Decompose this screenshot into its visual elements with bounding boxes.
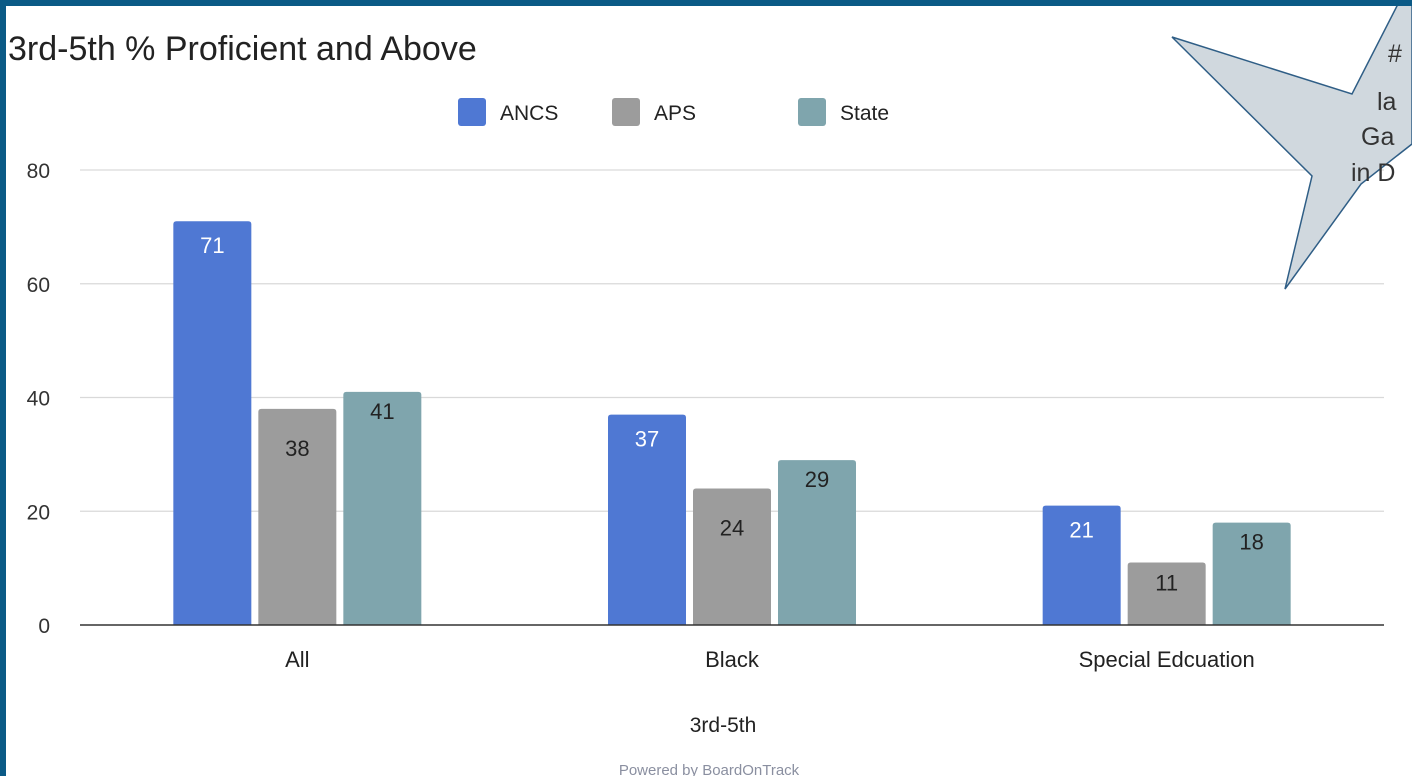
bar-aps-special-edcuation xyxy=(1127,562,1206,625)
star-shape xyxy=(1171,6,1412,290)
y-tick-label: 20 xyxy=(27,501,50,524)
x-tick-label: All xyxy=(285,647,309,672)
bar-ancs-black xyxy=(608,414,686,625)
y-tick-label: 80 xyxy=(27,160,50,183)
y-tick-label: 0 xyxy=(38,615,50,638)
slide: 71 38 41 37 24 29 21 11 18 0 20 40 60 80 All Black Spec… xyxy=(6,6,1412,776)
legend-label-ancs: ANCS xyxy=(500,102,558,125)
x-tick-label: Black xyxy=(705,647,760,672)
y-tick-label: 60 xyxy=(27,274,50,297)
bar-state-special-edcuation xyxy=(1212,522,1291,625)
bar-state-black xyxy=(778,460,856,625)
bar-ancs-special-edcuation xyxy=(1042,505,1121,625)
x-tick-label: Special Edcuation xyxy=(1079,647,1255,672)
data-label-ancs: 21 xyxy=(1069,518,1093,543)
legend-swatch-aps xyxy=(612,98,640,126)
data-label-aps: 24 xyxy=(720,516,744,541)
bar-state-all xyxy=(343,391,422,625)
chart-title: 3rd-5th % Proficient and Above xyxy=(8,30,477,68)
bar-ancs-all xyxy=(173,221,252,625)
bar-chart: 71 38 41 37 24 29 21 11 18 0 20 40 60 80 All Black Spec… xyxy=(8,6,1412,737)
star-callout: # la Ga in D xyxy=(1171,6,1412,290)
data-label-ancs: 37 xyxy=(635,427,659,452)
legend-swatch-ancs xyxy=(458,98,486,126)
bar-aps-black xyxy=(693,488,771,625)
callout-text-line-1: # xyxy=(1388,40,1402,68)
data-label-state: 18 xyxy=(1239,530,1263,555)
callout-text-line-3: Ga xyxy=(1361,123,1394,151)
bar-aps-all xyxy=(258,408,337,625)
data-label-state: 29 xyxy=(805,467,829,492)
legend-swatch-state xyxy=(798,98,826,126)
data-label-aps: 11 xyxy=(1155,570,1178,595)
footer-credit: Powered by BoardOnTrack xyxy=(618,762,800,776)
legend-label-aps: APS xyxy=(654,102,696,125)
callout-text-line-4: in D xyxy=(1351,159,1395,187)
callout-text-line-2: la xyxy=(1377,88,1397,116)
data-label-aps: 38 xyxy=(285,436,309,461)
data-label-state: 41 xyxy=(370,399,394,424)
y-tick-label: 40 xyxy=(27,388,50,411)
data-label-ancs: 71 xyxy=(200,233,224,258)
x-axis-title: 3rd-5th xyxy=(690,714,757,737)
legend-label-state: State xyxy=(840,102,889,125)
